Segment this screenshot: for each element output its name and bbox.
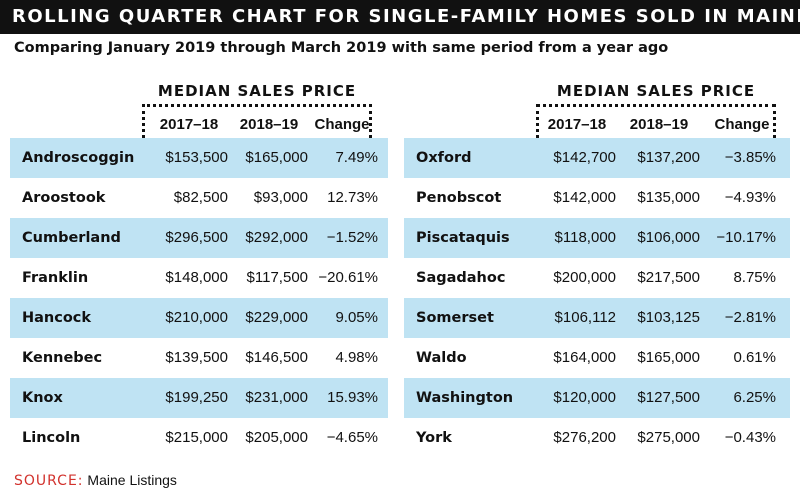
- table-row: Kennebec $139,500 $146,500 4.98%: [10, 338, 388, 378]
- price-2017-18: $153,500: [165, 149, 228, 166]
- price-2017-18: $142,700: [553, 149, 616, 166]
- price-2018-19: $165,000: [245, 149, 308, 166]
- group-header-median-sales-price: MEDIAN SALES PRICE: [157, 82, 357, 100]
- chart-subtitle: Comparing January 2019 through March 201…: [14, 40, 669, 56]
- table-row: Knox $199,250 $231,000 15.93%: [10, 378, 388, 418]
- price-2017-18: $82,500: [173, 189, 228, 206]
- county-name: Somerset: [416, 310, 494, 326]
- table-row: Washington $120,000 $127,500 6.25%: [404, 378, 790, 418]
- source-note: SOURCE: Maine Listings: [14, 472, 177, 489]
- table-row: Lincoln $215,000 $205,000 −4.65%: [10, 418, 388, 458]
- price-2017-18: $120,000: [553, 389, 616, 406]
- county-name: Washington: [416, 390, 514, 406]
- county-name: Aroostook: [22, 190, 106, 206]
- price-2017-18: $276,200: [553, 429, 616, 446]
- col-header-2017-18: 2017–18: [159, 116, 219, 133]
- table-row: Aroostook $82,500 $93,000 12.73%: [10, 178, 388, 218]
- price-2017-18: $210,000: [165, 309, 228, 326]
- chart-title: ROLLING QUARTER CHART FOR SINGLE-FAMILY …: [0, 0, 800, 34]
- col-header-change: Change: [314, 116, 370, 133]
- percent-change: −1.52%: [326, 229, 378, 246]
- county-name: Piscataquis: [416, 230, 510, 246]
- county-name: Waldo: [416, 350, 467, 366]
- group-header-median-sales-price: MEDIAN SALES PRICE: [556, 82, 756, 100]
- table-row: Sagadahoc $200,000 $217,500 8.75%: [404, 258, 790, 298]
- price-2017-18: $148,000: [165, 269, 228, 286]
- percent-change: −4.65%: [326, 429, 378, 446]
- header-dotted-frame: [142, 104, 372, 138]
- price-2018-19: $229,000: [245, 309, 308, 326]
- percent-change: 6.25%: [733, 389, 776, 406]
- county-name: Hancock: [22, 310, 92, 326]
- price-2018-19: $137,200: [637, 149, 700, 166]
- price-2018-19: $231,000: [245, 389, 308, 406]
- percent-change: 12.73%: [327, 189, 378, 206]
- rows-left: Androscoggin $153,500 $165,000 7.49% Aroosto…: [10, 138, 388, 458]
- price-2017-18: $142,000: [553, 189, 616, 206]
- col-header-2018-19: 2018–19: [629, 116, 689, 133]
- percent-change: −4.93%: [724, 189, 776, 206]
- table-row: Penobscot $142,000 $135,000 −4.93%: [404, 178, 790, 218]
- price-2017-18: $215,000: [165, 429, 228, 446]
- price-2017-18: $200,000: [553, 269, 616, 286]
- price-2017-18: $296,500: [165, 229, 228, 246]
- price-2018-19: $275,000: [637, 429, 700, 446]
- county-name: Androscoggin: [22, 150, 135, 166]
- price-2017-18: $139,500: [165, 349, 228, 366]
- percent-change: −2.81%: [724, 309, 776, 326]
- county-name: Kennebec: [22, 350, 103, 366]
- price-2017-18: $106,112: [554, 309, 616, 326]
- table-row: Piscataquis $118,000 $106,000 −10.17%: [404, 218, 790, 258]
- percent-change: 15.93%: [327, 389, 378, 406]
- price-2018-19: $165,000: [637, 349, 700, 366]
- col-header-change: Change: [714, 116, 770, 133]
- percent-change: 8.75%: [733, 269, 776, 286]
- price-2017-18: $164,000: [553, 349, 616, 366]
- price-2018-19: $106,000: [637, 229, 700, 246]
- price-2017-18: $118,000: [554, 229, 616, 246]
- county-name: Penobscot: [416, 190, 502, 206]
- price-2018-19: $127,500: [637, 389, 700, 406]
- county-name: Lincoln: [22, 430, 81, 446]
- header-dotted-frame: [536, 104, 776, 138]
- rows-right: Oxford $142,700 $137,200 −3.85% Penobscot $14…: [404, 138, 790, 458]
- county-name: Franklin: [22, 270, 89, 286]
- price-2018-19: $117,500: [246, 269, 308, 286]
- source-text: Maine Listings: [87, 472, 177, 488]
- price-2018-19: $217,500: [637, 269, 700, 286]
- price-2018-19: $103,125: [637, 309, 700, 326]
- table-row: Waldo $164,000 $165,000 0.61%: [404, 338, 790, 378]
- percent-change: −3.85%: [724, 149, 776, 166]
- county-name: Sagadahoc: [416, 270, 506, 286]
- percent-change: −0.43%: [724, 429, 776, 446]
- table-row: Cumberland $296,500 $292,000 −1.52%: [10, 218, 388, 258]
- price-2018-19: $135,000: [637, 189, 700, 206]
- percent-change: 0.61%: [733, 349, 776, 366]
- percent-change: −10.17%: [716, 229, 776, 246]
- source-label: SOURCE:: [14, 473, 84, 489]
- table-row: Oxford $142,700 $137,200 −3.85%: [404, 138, 790, 178]
- percent-change: −20.61%: [318, 269, 378, 286]
- table-row: Hancock $210,000 $229,000 9.05%: [10, 298, 388, 338]
- table-row: Androscoggin $153,500 $165,000 7.49%: [10, 138, 388, 178]
- county-name: Cumberland: [22, 230, 121, 246]
- price-2018-19: $205,000: [245, 429, 308, 446]
- table-row: Somerset $106,112 $103,125 −2.81%: [404, 298, 790, 338]
- col-header-2018-19: 2018–19: [239, 116, 299, 133]
- table-row: Franklin $148,000 $117,500 −20.61%: [10, 258, 388, 298]
- table-row: York $276,200 $275,000 −0.43%: [404, 418, 790, 458]
- county-name: Knox: [22, 390, 63, 406]
- price-2017-18: $199,250: [165, 389, 228, 406]
- percent-change: 7.49%: [335, 149, 378, 166]
- percent-change: 4.98%: [335, 349, 378, 366]
- percent-change: 9.05%: [335, 309, 378, 326]
- price-2018-19: $292,000: [245, 229, 308, 246]
- county-name: Oxford: [416, 150, 472, 166]
- price-2018-19: $146,500: [245, 349, 308, 366]
- col-header-2017-18: 2017–18: [547, 116, 607, 133]
- county-name: York: [416, 430, 452, 446]
- price-2018-19: $93,000: [253, 189, 308, 206]
